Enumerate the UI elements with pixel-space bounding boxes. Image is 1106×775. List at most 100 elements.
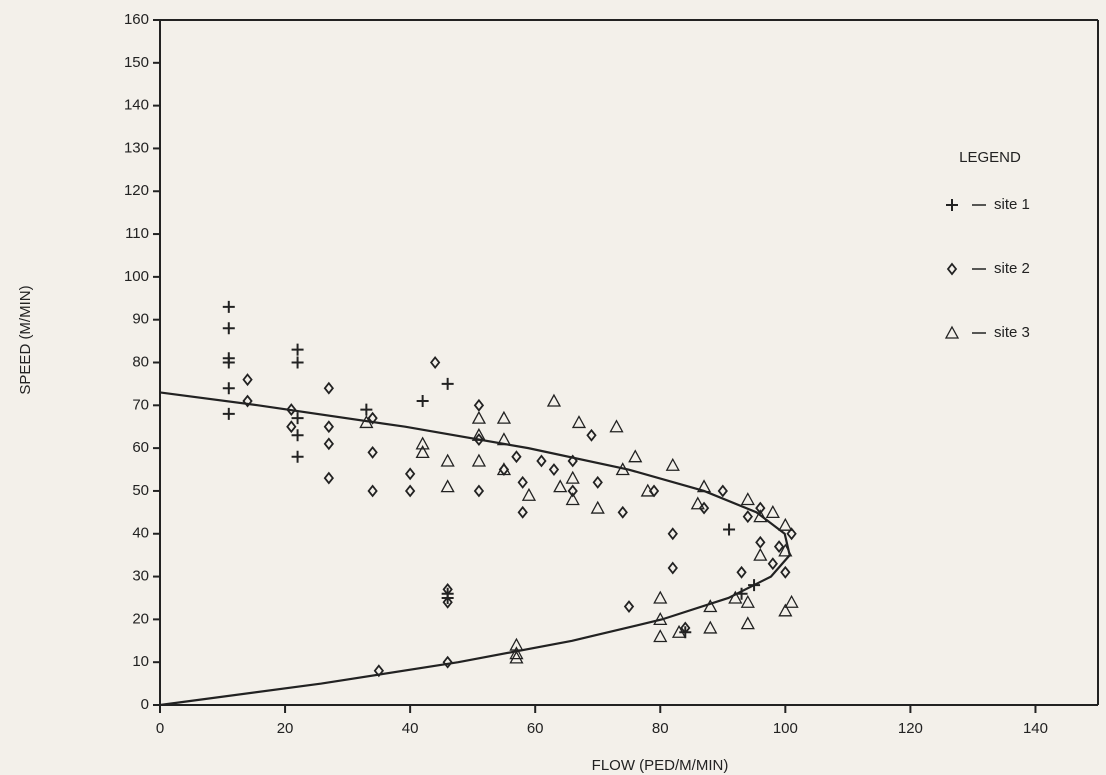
point-triangle [590,500,605,514]
point-triangle [509,650,524,664]
point-triangle [509,637,524,651]
point-plus [222,322,235,335]
point-triangle [565,492,580,506]
point-diamond [373,664,385,678]
point-diamond [429,356,441,369]
point-triangle [415,445,430,459]
series-triangle [359,393,799,664]
point-triangle [640,483,655,497]
legend-label: site 3 [994,324,1030,341]
point-triangle [778,517,793,531]
point-triangle [609,419,624,433]
point-triangle [440,479,455,493]
legend-label: site 1 [994,196,1030,213]
point-triangle [415,436,430,450]
point-plus [222,407,235,420]
fit-curve [159,391,791,707]
x-tick-label: 60 [527,720,544,737]
point-diamond [242,394,253,408]
point-triangle [496,410,512,424]
point-triangle [671,624,687,638]
point-diamond [367,411,378,425]
point-diamond [286,420,297,434]
y-tick-label: 70 [132,396,149,413]
point-diamond [742,510,753,524]
point-diamond [767,557,778,571]
x-tick-label: 120 [898,720,923,737]
point-diamond [667,527,678,541]
point-diamond [323,471,334,485]
point-diamond [946,262,958,276]
x-tick-label: 100 [773,720,798,737]
point-diamond [404,484,416,498]
y-tick-label: 60 [132,439,149,456]
point-diamond [586,428,597,442]
point-diamond [367,484,378,498]
point-plus [360,403,373,416]
point-triangle [740,616,755,630]
y-axis-label: SPEED (M/MIN) [17,285,34,394]
point-plus [291,412,304,425]
y-tick-label: 140 [124,97,149,114]
point-triangle [944,325,960,339]
point-diamond [567,484,578,498]
point-triangle [653,590,668,604]
point-triangle [546,393,562,407]
y-tick-label: 120 [124,182,149,199]
point-plus [291,429,304,442]
y-tick-label: 130 [124,139,149,156]
y-tick-label: 110 [125,225,149,242]
point-triangle [653,629,668,643]
point-triangle [690,496,705,510]
point-plus [291,356,304,369]
y-tick-label: 90 [132,311,149,328]
point-triangle [778,603,793,617]
x-tick-label: 0 [156,720,164,737]
point-diamond [442,582,453,596]
point-diamond [786,527,797,541]
point-diamond [680,621,691,635]
y-tick-label: 80 [132,353,149,370]
point-diamond [442,655,453,669]
y-tick-label: 160 [124,11,149,28]
point-triangle [703,620,718,634]
series-plus [222,300,761,639]
point-diamond [755,501,766,515]
point-plus [291,343,304,356]
y-tick-label: 50 [132,482,149,499]
point-triangle [728,590,743,604]
point-triangle [521,487,537,501]
point-diamond [536,454,547,468]
y-tick-label: 0 [141,696,149,713]
point-diamond [323,381,334,395]
point-diamond [773,540,785,554]
point-diamond [242,373,253,387]
point-diamond [623,600,635,613]
x-axis-label: FLOW (PED/M/MIN) [592,757,729,774]
point-triangle [784,594,799,608]
point-diamond [473,433,485,447]
point-diamond [755,535,766,549]
point-triangle [565,470,580,484]
legend-label: site 2 [994,260,1030,277]
y-tick-label: 30 [132,568,149,585]
point-plus [723,523,736,536]
point-diamond [367,445,378,459]
point-triangle [553,479,568,493]
point-plus [222,382,235,395]
point-triangle [703,599,718,613]
point-triangle [471,453,487,467]
point-plus [291,450,304,463]
point-triangle [740,492,755,506]
point-diamond [717,484,728,498]
point-diamond [404,467,416,481]
point-triangle [628,449,643,463]
series-diamond [242,356,797,678]
point-triangle [440,453,455,467]
point-triangle [765,504,780,518]
point-diamond [548,463,560,476]
point-plus [222,300,235,313]
x-tick-label: 80 [652,720,669,737]
